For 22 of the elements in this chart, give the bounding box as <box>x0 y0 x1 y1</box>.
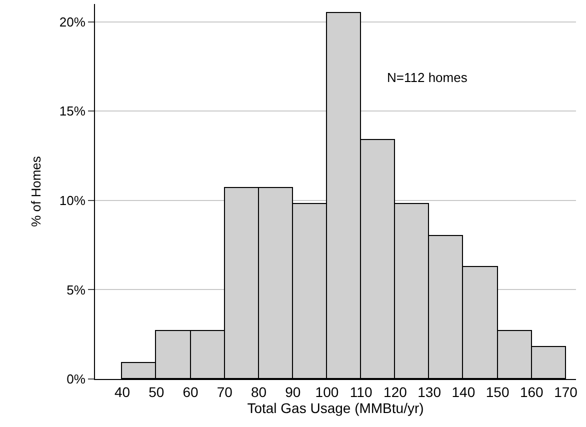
x-tick-label: 170 <box>554 384 578 400</box>
y-axis-title: % of Homes <box>28 156 44 227</box>
x-tick-label: 100 <box>315 384 339 400</box>
y-tick-label: 0% <box>66 372 86 387</box>
x-tick-label: 40 <box>114 384 130 400</box>
x-tick-label: 60 <box>182 384 199 400</box>
x-tick-label: 150 <box>486 384 510 400</box>
x-tick-label: 70 <box>216 384 233 400</box>
x-tick-label: 140 <box>452 384 476 400</box>
x-tick-label: 130 <box>418 384 442 400</box>
y-tick-label: 15% <box>59 104 86 119</box>
y-tick-label: 10% <box>59 192 86 208</box>
x-tick-label: 160 <box>520 384 544 400</box>
y-tick-label: 5% <box>66 282 86 298</box>
x-tick-label: 90 <box>285 384 301 400</box>
y-tick-label: 20% <box>59 14 86 30</box>
x-tick-label: 50 <box>148 384 164 400</box>
x-axis-title: Total Gas Usage (MMBtu/yr) <box>247 400 424 416</box>
x-tick-label: 80 <box>250 384 267 400</box>
annotation: N=112 homes <box>387 70 468 85</box>
x-tick-label: 120 <box>384 384 408 400</box>
x-tick-label: 110 <box>350 384 372 400</box>
